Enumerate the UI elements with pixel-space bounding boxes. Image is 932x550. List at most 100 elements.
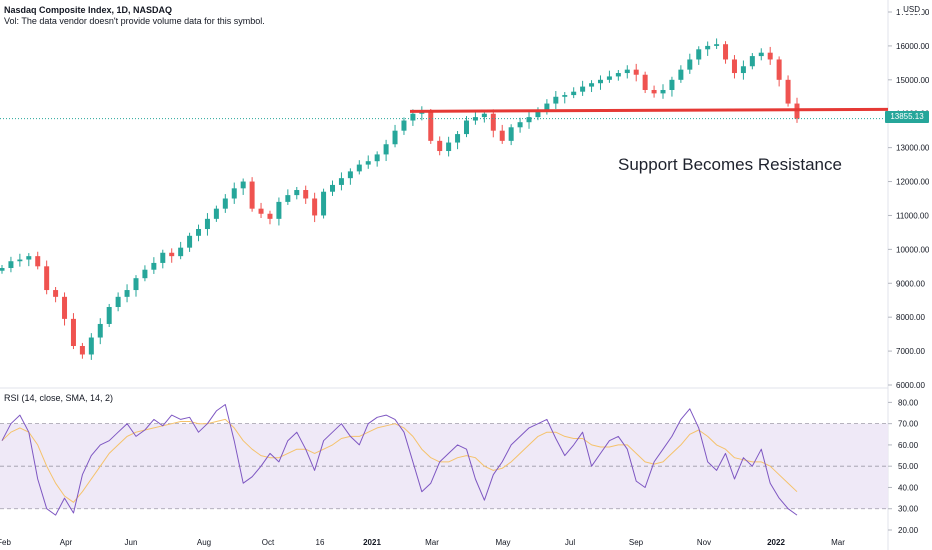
candle-body (740, 66, 746, 74)
y-tick-label: 8000.00 (896, 313, 925, 322)
rsi-tick-label: 70.00 (898, 420, 919, 429)
candle-body (169, 252, 175, 257)
candle-body (410, 113, 416, 121)
candle-body (222, 198, 228, 209)
candle-body (597, 79, 603, 84)
candle-body (267, 213, 273, 219)
y-tick-label: 11000.00 (896, 211, 929, 220)
x-tick-label: Feb (0, 538, 11, 547)
candle-body (213, 208, 219, 219)
x-tick-label: 2021 (363, 538, 381, 547)
candle-body (79, 346, 85, 355)
y-tick-label: 7000.00 (896, 347, 925, 356)
x-tick-label: May (495, 538, 510, 547)
rsi-tick-label: 40.00 (898, 483, 919, 492)
candle-body (240, 181, 246, 189)
candle-body (35, 256, 41, 267)
candle-body (106, 307, 112, 324)
rsi-line (1, 404, 798, 516)
candle-body (472, 117, 478, 121)
x-tick-label: Nov (697, 538, 711, 547)
candle-body (481, 113, 487, 118)
candle-body (124, 290, 130, 297)
candle-body (785, 79, 791, 104)
candle-body (383, 144, 389, 155)
candle-body (204, 218, 210, 230)
candle-body (571, 91, 577, 96)
candle-body (508, 127, 514, 141)
candle-body (70, 318, 76, 347)
x-tick-label: Sep (629, 538, 644, 547)
candle-body (696, 49, 702, 60)
x-tick-label: Jun (125, 538, 138, 547)
candle-body (258, 208, 264, 214)
candle-body (151, 262, 157, 270)
candle-body (437, 140, 443, 152)
y-tick-label: 6000.00 (896, 381, 925, 390)
candle-body (142, 269, 148, 279)
candle-body (419, 112, 425, 114)
candle-body (303, 190, 309, 199)
rsi-tick-label: 50.00 (898, 462, 919, 471)
candle-body (160, 252, 166, 263)
candle-body (544, 103, 550, 111)
x-tick-label: Mar (831, 538, 845, 547)
candle-body (276, 201, 282, 219)
y-tick-label: 15000.00 (896, 76, 930, 85)
currency-label[interactable]: USD (901, 5, 922, 14)
candle-body (633, 69, 639, 75)
x-tick-label: Oct (262, 538, 275, 547)
candle-body (517, 122, 523, 128)
candle-body (338, 178, 344, 185)
candle-body (562, 95, 568, 97)
y-tick-label: 12000.00 (896, 178, 930, 187)
candle-body (347, 171, 353, 179)
x-tick-label: Jul (565, 538, 575, 547)
rsi-tick-label: 60.00 (898, 441, 919, 450)
candle-body (0, 268, 5, 271)
candle-body (606, 76, 612, 80)
rsi-indicator-title[interactable]: RSI (14, close, SMA, 14, 2) (4, 393, 114, 403)
x-tick-label: 16 (316, 538, 325, 547)
candle-body (231, 188, 237, 199)
candle-body (26, 256, 32, 260)
candle-body (8, 261, 14, 269)
candle-body (580, 86, 586, 92)
candle-body (535, 110, 541, 118)
candle-body (463, 120, 469, 135)
candle-body (615, 73, 621, 77)
candle-body (392, 130, 398, 145)
volume-note: Vol: The data vendor doesn't provide vol… (4, 16, 265, 26)
candle-body (178, 247, 184, 257)
y-tick-label: 13000.00 (896, 144, 930, 153)
candle-body (374, 154, 380, 162)
candle-body (499, 130, 505, 141)
candle-body (624, 69, 630, 74)
candle-body (553, 96, 559, 104)
candle-body (723, 44, 729, 60)
y-tick-label: 9000.00 (896, 279, 925, 288)
candle-body (642, 74, 648, 90)
candle-body (731, 59, 737, 74)
candle-body (249, 181, 255, 209)
candle-body (490, 113, 496, 131)
candle-body (321, 191, 327, 216)
candle-body (589, 83, 595, 87)
candle-body (749, 56, 755, 67)
candle-body (294, 190, 300, 196)
candle-body (705, 45, 711, 50)
rsi-tick-label: 20.00 (898, 526, 919, 535)
candle-body (401, 120, 407, 131)
x-tick-label: Aug (197, 538, 211, 547)
y-tick-label: 10000.00 (896, 245, 930, 254)
candle-body (285, 195, 291, 202)
candle-body (53, 290, 59, 297)
candle-body (312, 198, 318, 216)
candle-body (687, 59, 693, 70)
candle-body (651, 89, 657, 94)
candle-body (428, 112, 434, 141)
chart-annotation: Support Becomes Resistance (618, 155, 842, 174)
candle-body (767, 52, 773, 60)
candle-body (88, 337, 94, 355)
